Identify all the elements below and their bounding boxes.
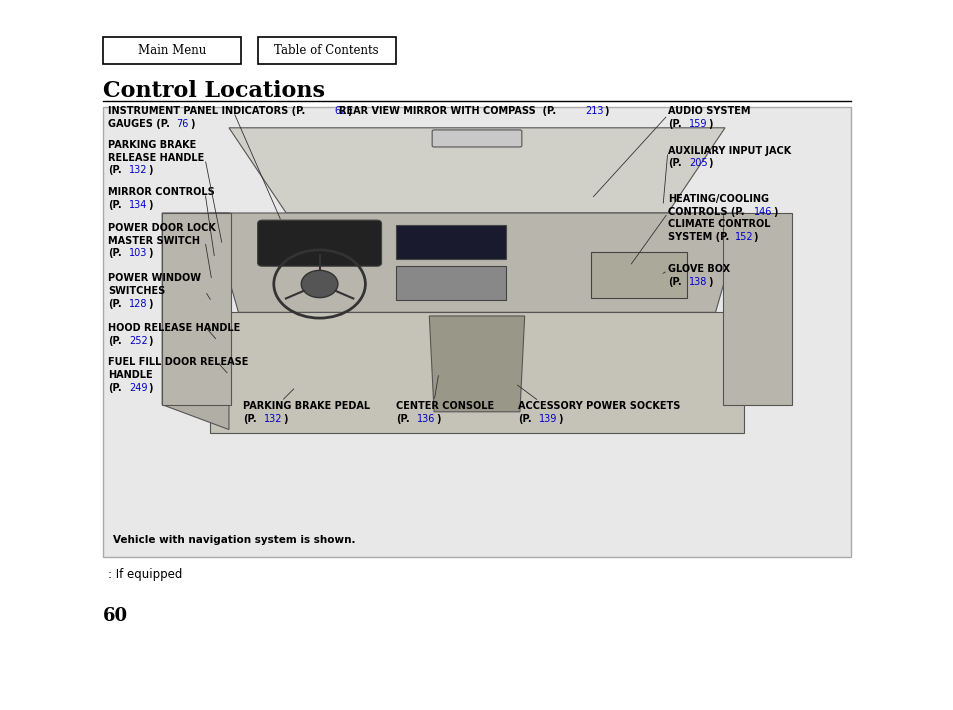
Text: ): ) xyxy=(148,165,152,175)
Circle shape xyxy=(301,271,337,297)
Text: GLOVE BOX: GLOVE BOX xyxy=(667,264,729,274)
Text: (P.: (P. xyxy=(667,158,680,168)
FancyBboxPatch shape xyxy=(257,37,395,64)
Text: PARKING BRAKE: PARKING BRAKE xyxy=(108,140,196,150)
Text: (P.: (P. xyxy=(395,414,409,424)
Text: 146: 146 xyxy=(753,207,771,217)
Text: AUDIO SYSTEM: AUDIO SYSTEM xyxy=(667,106,749,116)
Text: 152: 152 xyxy=(734,232,753,242)
Text: ): ) xyxy=(436,414,440,424)
Text: ): ) xyxy=(190,119,194,129)
Text: 252: 252 xyxy=(129,336,148,346)
Text: POWER DOOR LOCK: POWER DOOR LOCK xyxy=(108,223,215,233)
Polygon shape xyxy=(210,213,743,312)
Text: ): ) xyxy=(707,158,712,168)
FancyBboxPatch shape xyxy=(257,220,381,266)
Text: ): ) xyxy=(148,383,152,393)
Text: ): ) xyxy=(558,414,562,424)
FancyBboxPatch shape xyxy=(432,130,521,147)
Text: 249: 249 xyxy=(129,383,147,393)
Text: AUXILIARY INPUT JACK: AUXILIARY INPUT JACK xyxy=(667,146,790,155)
Text: ): ) xyxy=(707,119,712,129)
Text: ACCESSORY POWER SOCKETS: ACCESSORY POWER SOCKETS xyxy=(517,401,679,411)
Text: 132: 132 xyxy=(129,165,147,175)
Text: : If equipped: : If equipped xyxy=(108,568,182,581)
Text: Vehicle with navigation system is shown.: Vehicle with navigation system is shown. xyxy=(112,535,355,545)
Text: 132: 132 xyxy=(264,414,282,424)
Text: MIRROR CONTROLS: MIRROR CONTROLS xyxy=(108,187,214,197)
Text: (P.: (P. xyxy=(517,414,531,424)
Text: 139: 139 xyxy=(538,414,557,424)
Text: (P.: (P. xyxy=(108,200,121,209)
Text: ): ) xyxy=(148,248,152,258)
Text: (P.: (P. xyxy=(108,336,121,346)
Text: ): ) xyxy=(347,106,352,116)
Text: (P.: (P. xyxy=(667,277,680,287)
Text: SYSTEM (P.: SYSTEM (P. xyxy=(667,232,728,242)
Text: ): ) xyxy=(772,207,777,217)
Text: 213: 213 xyxy=(584,106,602,116)
FancyBboxPatch shape xyxy=(722,213,791,405)
Text: HANDLE: HANDLE xyxy=(108,370,152,380)
Text: FUEL FILL DOOR RELEASE: FUEL FILL DOOR RELEASE xyxy=(108,357,248,367)
Text: CONTROLS (P.: CONTROLS (P. xyxy=(667,207,743,217)
FancyBboxPatch shape xyxy=(103,37,241,64)
Text: 205: 205 xyxy=(688,158,707,168)
Text: ): ) xyxy=(753,232,758,242)
Polygon shape xyxy=(162,213,229,430)
Text: REAR VIEW MIRROR WITH COMPASS  (P.: REAR VIEW MIRROR WITH COMPASS (P. xyxy=(338,106,556,116)
Text: CLIMATE CONTROL: CLIMATE CONTROL xyxy=(667,219,769,229)
Polygon shape xyxy=(429,316,524,412)
FancyBboxPatch shape xyxy=(103,106,850,557)
Text: 136: 136 xyxy=(416,414,435,424)
Text: 128: 128 xyxy=(129,299,147,309)
Text: Table of Contents: Table of Contents xyxy=(274,44,378,57)
Text: ): ) xyxy=(148,336,152,346)
Text: 134: 134 xyxy=(129,200,147,209)
Text: ): ) xyxy=(603,106,608,116)
Text: Main Menu: Main Menu xyxy=(138,44,206,57)
Text: MASTER SWITCH: MASTER SWITCH xyxy=(108,236,199,246)
Text: SWITCHES: SWITCHES xyxy=(108,286,165,296)
Text: (P.: (P. xyxy=(667,119,680,129)
Text: PARKING BRAKE PEDAL: PARKING BRAKE PEDAL xyxy=(243,401,370,411)
Text: CENTER CONSOLE: CENTER CONSOLE xyxy=(395,401,494,411)
Text: HEATING/COOLING: HEATING/COOLING xyxy=(667,194,768,204)
Text: 62: 62 xyxy=(334,106,346,116)
Text: (P.: (P. xyxy=(108,248,121,258)
FancyBboxPatch shape xyxy=(395,225,505,259)
FancyBboxPatch shape xyxy=(395,266,505,300)
Text: POWER WINDOW: POWER WINDOW xyxy=(108,273,200,283)
FancyBboxPatch shape xyxy=(591,252,686,298)
Text: 103: 103 xyxy=(129,248,147,258)
Text: 76: 76 xyxy=(176,119,189,129)
Text: 138: 138 xyxy=(688,277,706,287)
Text: INSTRUMENT PANEL INDICATORS (P.: INSTRUMENT PANEL INDICATORS (P. xyxy=(108,106,305,116)
Text: 60: 60 xyxy=(103,607,128,625)
Text: RELEASE HANDLE: RELEASE HANDLE xyxy=(108,153,204,163)
Polygon shape xyxy=(210,312,743,433)
Text: ): ) xyxy=(283,414,288,424)
Text: 159: 159 xyxy=(688,119,706,129)
Text: ): ) xyxy=(707,277,712,287)
Text: Control Locations: Control Locations xyxy=(103,80,325,102)
Text: (P.: (P. xyxy=(108,165,121,175)
Text: (P.: (P. xyxy=(243,414,256,424)
Text: GAUGES (P.: GAUGES (P. xyxy=(108,119,170,129)
Text: (P.: (P. xyxy=(108,383,121,393)
Text: HOOD RELEASE HANDLE: HOOD RELEASE HANDLE xyxy=(108,323,240,333)
Polygon shape xyxy=(229,128,724,213)
Text: (P.: (P. xyxy=(108,299,121,309)
FancyBboxPatch shape xyxy=(162,213,231,405)
Text: ): ) xyxy=(148,200,152,209)
Text: ): ) xyxy=(148,299,152,309)
